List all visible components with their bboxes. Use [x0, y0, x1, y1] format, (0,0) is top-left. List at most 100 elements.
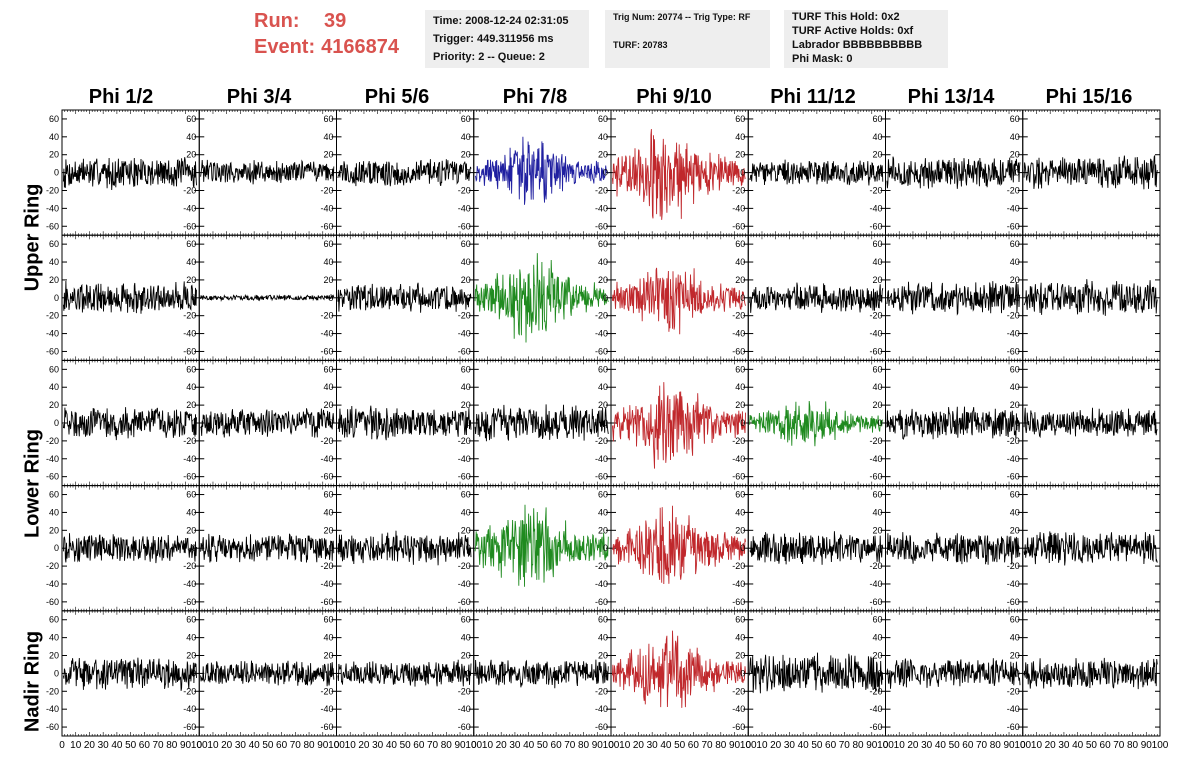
waveform-trace [474, 136, 609, 205]
waveform-panel: -60 -40 -20 0 20 40 60 [732, 485, 886, 612]
y-tick-label: 40 [461, 633, 471, 643]
y-tick-label: -40 [595, 329, 608, 339]
x-tick-label: 60 [688, 740, 700, 751]
y-tick-label: -20 [46, 185, 59, 195]
waveform-trace [200, 533, 335, 563]
turf-info-box: TURF This Hold: 0x2 TURF Active Holds: 0… [784, 10, 948, 68]
waveform-trace [200, 293, 335, 302]
column-title-phi-15-16: Phi 15/16 [1045, 86, 1133, 108]
x-tick-label: 10 [70, 740, 82, 751]
y-tick-label: -60 [183, 722, 196, 732]
y-tick-label: -20 [46, 436, 59, 446]
y-tick-label: 20 [49, 400, 59, 410]
y-tick-label: -60 [1007, 346, 1020, 356]
column-title-phi-9-10: Phi 9/10 [636, 86, 712, 108]
waveform-panel: -60 -40 -20 0 20 40 60 [320, 234, 475, 361]
x-tick-label: 100 [191, 740, 208, 751]
y-tick-label: 20 [49, 275, 59, 285]
y-tick-label: 60 [323, 239, 333, 249]
x-tick-label: 10 [619, 740, 631, 751]
y-tick-label: -20 [869, 561, 882, 571]
y-tick-label: 20 [49, 651, 59, 661]
x-tick-label: 0 [471, 740, 477, 751]
y-tick-label: 60 [323, 114, 333, 124]
x-tick-label: 20 [496, 740, 508, 751]
y-tick-label: 20 [735, 400, 745, 410]
y-tick-label: -40 [595, 203, 608, 213]
waveform-trace [749, 531, 884, 565]
y-tick-label: 60 [598, 239, 608, 249]
waveform-trace [62, 657, 197, 691]
x-tick-label: 70 [290, 740, 302, 751]
y-tick-label: 20 [323, 150, 333, 160]
column-title-phi-3-4: Phi 3/4 [226, 86, 292, 108]
y-tick-label: 60 [598, 615, 608, 625]
column-title-phi-5-6: Phi 5/6 [364, 86, 430, 108]
y-tick-label: -20 [46, 686, 59, 696]
y-tick-label: 60 [49, 239, 59, 249]
y-tick-label: -40 [320, 329, 333, 339]
waveform-trace [886, 532, 1021, 565]
y-tick-label: -60 [869, 346, 882, 356]
y-tick-label: 40 [323, 633, 333, 643]
y-tick-label: 60 [735, 615, 745, 625]
waveform-panel: -60 -40 -20 0 20 40 60 [869, 485, 1024, 612]
x-tick-label: 60 [139, 740, 151, 751]
y-tick-label: 0 [877, 168, 882, 178]
x-tick-label: 0 [334, 740, 340, 751]
column-title-phi-13-14: Phi 13/14 [907, 86, 995, 108]
x-tick-label: 40 [249, 740, 261, 751]
y-tick-label: -40 [732, 203, 745, 213]
waveform-trace [337, 282, 472, 313]
waveform-trace [474, 404, 609, 442]
y-tick-label: 40 [186, 382, 196, 392]
y-tick-label: -40 [183, 704, 196, 714]
y-tick-label: -20 [183, 311, 196, 321]
waveform-panel: -60 -40 -20 0 20 40 60 [458, 234, 612, 361]
y-tick-label: 60 [186, 615, 196, 625]
waveform-trace [62, 533, 197, 564]
y-tick-label: 40 [735, 257, 745, 267]
y-tick-label: 20 [1010, 525, 1020, 535]
y-tick-label: -60 [595, 346, 608, 356]
y-tick-label: 20 [872, 150, 882, 160]
y-tick-label: -60 [732, 221, 745, 231]
x-tick-label: 90 [729, 740, 741, 751]
y-tick-label: -60 [1007, 597, 1020, 607]
y-tick-label: -20 [1007, 561, 1020, 571]
x-tick-label: 50 [262, 740, 274, 751]
y-tick-label: 0 [328, 543, 333, 553]
y-tick-label: -40 [595, 454, 608, 464]
x-tick-label: 90 [592, 740, 604, 751]
waveform-trace [62, 407, 197, 441]
y-tick-label: 60 [1010, 114, 1020, 124]
y-tick-label: -60 [320, 346, 333, 356]
y-tick-label: 40 [49, 507, 59, 517]
x-tick-label: 40 [660, 740, 672, 751]
y-tick-label: 0 [603, 543, 608, 553]
waveform-panel: -60 -40 -20 0 20 40 60 [869, 359, 1024, 487]
x-tick-label: 90 [866, 740, 878, 751]
y-tick-label: -60 [458, 722, 471, 732]
y-tick-label: 0 [1015, 293, 1020, 303]
y-tick-label: 0 [603, 668, 608, 678]
waveform-trace [886, 156, 1021, 189]
y-tick-label: -20 [869, 185, 882, 195]
y-tick-label: -20 [869, 686, 882, 696]
waveform-trace [612, 505, 746, 585]
x-tick-label: 90 [317, 740, 329, 751]
y-tick-label: -60 [183, 346, 196, 356]
y-tick-label: -20 [732, 686, 745, 696]
y-tick-label: 0 [466, 293, 471, 303]
y-tick-label: 0 [740, 668, 745, 678]
priority-text: Priority: 2 -- Queue: 2 [433, 51, 545, 63]
waveform-panel: -60 -40 -20 0 20 40 60 [595, 109, 749, 236]
waveform-trace [1023, 531, 1158, 566]
waveform-trace [886, 406, 1021, 440]
waveform-panel: -60 -40 -20 0 20 40 60 [869, 234, 1024, 361]
y-tick-label: 40 [186, 132, 196, 142]
x-tick-label: 50 [674, 740, 686, 751]
